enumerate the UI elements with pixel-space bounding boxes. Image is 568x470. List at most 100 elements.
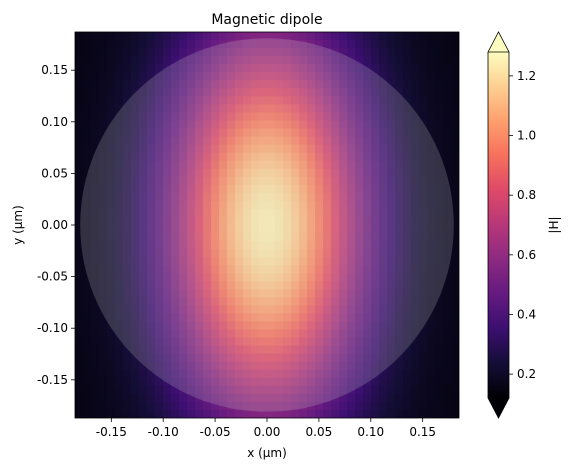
heatmap-cell xyxy=(403,401,412,411)
heatmap-cell xyxy=(347,321,356,331)
heatmap-cell xyxy=(243,120,252,130)
heatmap-cell xyxy=(299,176,308,186)
heatmap-cell xyxy=(275,377,284,387)
heatmap-cell xyxy=(299,305,308,315)
heatmap-cell xyxy=(315,208,324,218)
heatmap-cell xyxy=(307,273,316,282)
heatmap-cell xyxy=(171,176,180,186)
heatmap-cell xyxy=(427,401,436,411)
heatmap-cell xyxy=(283,208,292,218)
heatmap-cell xyxy=(395,361,404,371)
heatmap-cell xyxy=(99,208,108,218)
heatmap-cell xyxy=(83,48,92,57)
heatmap-cell xyxy=(299,168,308,178)
heatmap-cell xyxy=(347,72,356,81)
heatmap-cell xyxy=(291,377,300,387)
heatmap-cell xyxy=(411,136,420,146)
heatmap-cell xyxy=(427,184,436,194)
heatmap-cell xyxy=(403,192,412,202)
heatmap-cell xyxy=(347,144,356,154)
heatmap-cell xyxy=(163,313,172,323)
heatmap-cell xyxy=(387,184,396,194)
heatmap-cell xyxy=(387,233,396,242)
heatmap-cell xyxy=(107,233,116,242)
heatmap-cell xyxy=(403,241,412,250)
heatmap-cell xyxy=(387,273,396,282)
heatmap-cell xyxy=(275,313,284,323)
heatmap-cell xyxy=(371,48,380,57)
heatmap-cell xyxy=(139,233,148,242)
heatmap-cell xyxy=(179,329,188,339)
heatmap-cell xyxy=(435,192,444,202)
heatmap-cell xyxy=(283,225,292,234)
heatmap-cell xyxy=(355,345,364,355)
heatmap-cell xyxy=(411,377,420,387)
heatmap-cell xyxy=(187,337,196,347)
heatmap-cell xyxy=(299,273,308,282)
heatmap-cell xyxy=(219,289,228,298)
heatmap-cell xyxy=(323,249,332,258)
heatmap-cell xyxy=(379,192,388,202)
heatmap-cell xyxy=(203,128,212,138)
heatmap-cell xyxy=(443,377,452,387)
heatmap-cell xyxy=(395,120,404,130)
heatmap-cell xyxy=(275,329,284,339)
heatmap-cell xyxy=(99,361,108,371)
heatmap-cell xyxy=(99,72,108,81)
heatmap-cell xyxy=(187,88,196,97)
heatmap-cell xyxy=(419,48,428,57)
heatmap-cell xyxy=(315,200,324,210)
heatmap-cell xyxy=(347,377,356,387)
heatmap-cell xyxy=(99,281,108,290)
heatmap-cell xyxy=(331,305,340,315)
heatmap-cell xyxy=(339,345,348,355)
heatmap-cell xyxy=(179,313,188,323)
heatmap-cell xyxy=(211,265,220,274)
heatmap-cell xyxy=(331,160,340,170)
heatmap-cell xyxy=(131,64,140,73)
heatmap-cell xyxy=(211,104,220,114)
heatmap-cell xyxy=(435,160,444,170)
heatmap-cell xyxy=(443,40,452,49)
heatmap-cell xyxy=(291,96,300,105)
heatmap-cell xyxy=(219,168,228,178)
heatmap-cell xyxy=(203,353,212,363)
heatmap-cell xyxy=(259,56,268,65)
heatmap-cell xyxy=(195,369,204,379)
heatmap-cell xyxy=(163,96,172,105)
heatmap-cell xyxy=(267,361,276,371)
heatmap-cell xyxy=(163,160,172,170)
heatmap-cell xyxy=(115,305,124,315)
heatmap-cell xyxy=(347,32,356,41)
heatmap-cell xyxy=(315,273,324,282)
heatmap-cell xyxy=(403,144,412,154)
heatmap-cell xyxy=(195,257,204,266)
heatmap-cell xyxy=(163,225,172,234)
heatmap-cell xyxy=(323,377,332,387)
heatmap-cell xyxy=(91,72,100,81)
heatmap-cell xyxy=(331,257,340,266)
heatmap-cell xyxy=(347,249,356,258)
heatmap-cell xyxy=(355,160,364,170)
heatmap-cell xyxy=(99,265,108,274)
heatmap-cell xyxy=(131,385,140,395)
heatmap-cell xyxy=(355,241,364,250)
heatmap-cell xyxy=(251,329,260,339)
heatmap-cell xyxy=(251,160,260,170)
heatmap-cell xyxy=(451,88,459,97)
heatmap-cell xyxy=(211,289,220,298)
heatmap-cell xyxy=(363,265,372,274)
heatmap-cell xyxy=(283,281,292,290)
heatmap-cell xyxy=(411,96,420,105)
heatmap-cell xyxy=(403,369,412,379)
heatmap-cell xyxy=(355,233,364,242)
heatmap-cell xyxy=(91,64,100,73)
heatmap-cell xyxy=(347,48,356,57)
heatmap-cell xyxy=(211,409,220,418)
heatmap-cell xyxy=(107,321,116,331)
heatmap-cell xyxy=(227,297,236,307)
heatmap-cell xyxy=(387,152,396,162)
heatmap-cell xyxy=(163,345,172,355)
heatmap-cell xyxy=(339,184,348,194)
heatmap-cell xyxy=(227,136,236,146)
